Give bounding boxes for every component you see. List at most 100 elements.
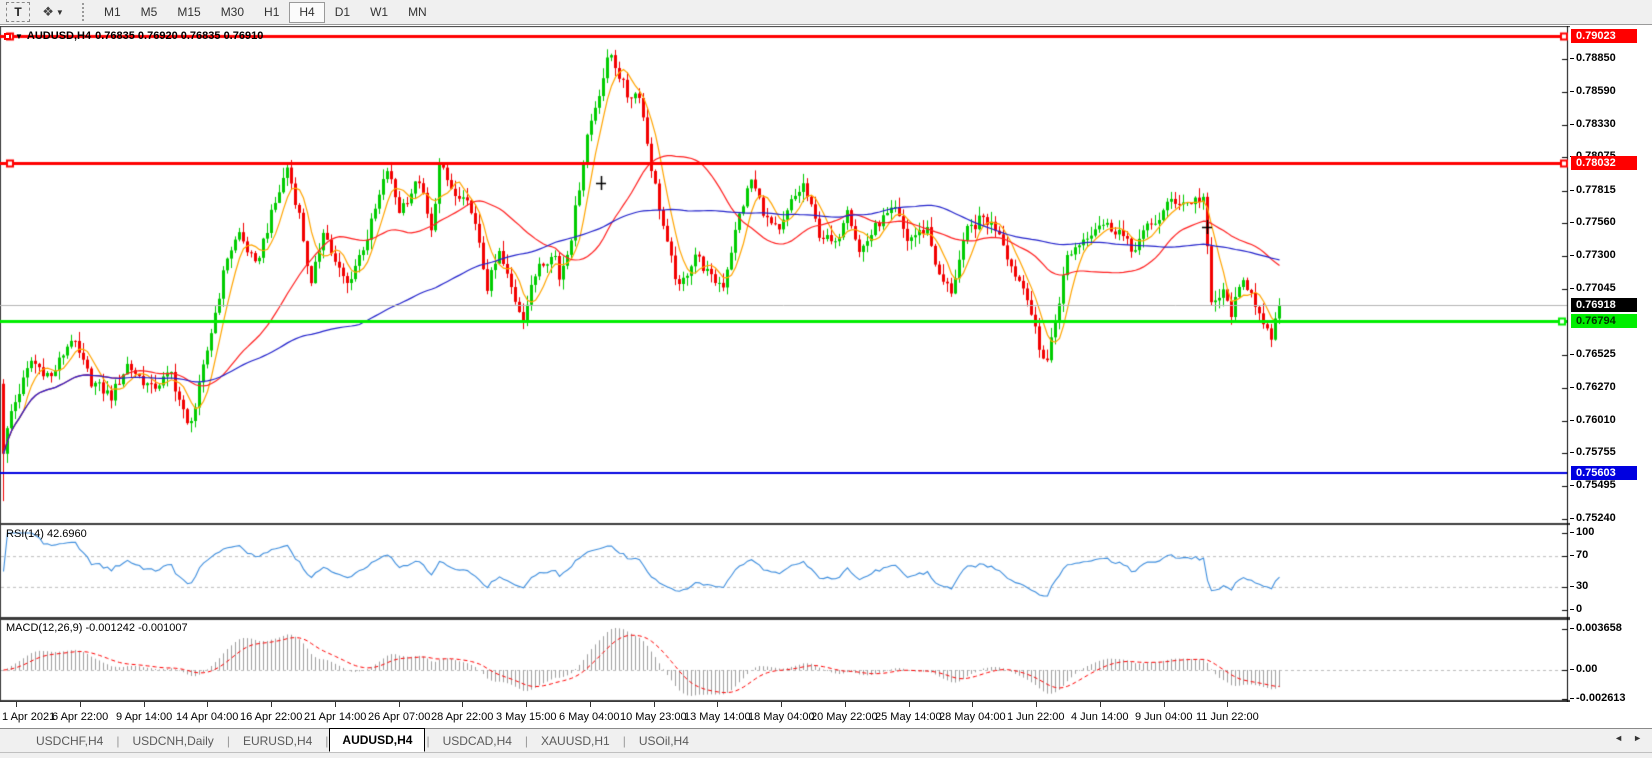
time-label: 28 May 04:00 xyxy=(939,711,1006,723)
time-tick xyxy=(781,702,782,707)
price-badge: 0.76918 xyxy=(1571,297,1637,312)
time-tick xyxy=(654,702,655,707)
tab-separator: | xyxy=(325,733,329,748)
price-tick-label: 0.78850 xyxy=(1570,51,1616,64)
arrows-tool-icon: ❖ xyxy=(42,4,54,19)
time-tick xyxy=(845,702,846,707)
time-label: 6 Apr 22:00 xyxy=(52,711,109,723)
tab-scroll-left-icon[interactable]: ◄ xyxy=(1614,733,1624,743)
rsi-label: RSI(14) 42.6960 xyxy=(6,528,87,540)
price-tick-label: 0.75755 xyxy=(1570,446,1616,459)
price-tick-label: 0.75495 xyxy=(1570,479,1616,492)
timeframe-w1[interactable]: W1 xyxy=(370,5,389,19)
time-tick xyxy=(590,702,591,707)
chart-ohlc-values: 0.76835 0.76920 0.76835 0.76910 xyxy=(95,30,264,42)
price-axis[interactable]: 0.788500.785900.783300.780750.778150.775… xyxy=(1569,26,1652,705)
bottom-strip xyxy=(0,752,1652,758)
tab-separator: | xyxy=(226,733,230,748)
time-tick xyxy=(526,702,527,707)
time-tick xyxy=(909,702,910,707)
time-tick xyxy=(972,702,973,707)
text-tool-button[interactable]: T xyxy=(6,2,30,22)
chart-symbol-label: AUDUSD,H4 xyxy=(26,30,92,42)
time-label: 21 Apr 14:00 xyxy=(304,711,367,723)
rsi-tick-label: 30 xyxy=(1569,579,1589,592)
price-badge: 0.79023 xyxy=(1571,29,1637,44)
toolbar: T ❖ ▼ M1 M5 M15 M30 H1 H4 D1 W1 MN xyxy=(0,0,1652,25)
tab-separator: | xyxy=(426,733,430,748)
macd-tick-label: 0.00 xyxy=(1569,663,1598,675)
tab-usoil-h4[interactable]: USOil,H4 xyxy=(638,733,689,748)
price-tick-label: 0.77815 xyxy=(1570,183,1616,196)
time-tick xyxy=(1164,702,1165,707)
tab-usdcnh-daily[interactable]: USDCNH,Daily xyxy=(132,733,214,748)
timeframe-d1[interactable]: D1 xyxy=(334,5,351,19)
timeframe-toolbar: M1 M5 M15 M30 H1 H4 D1 W1 MN xyxy=(94,1,437,23)
tab-eurusd-h4[interactable]: EURUSD,H4 xyxy=(242,733,313,748)
time-tick xyxy=(1036,702,1037,707)
price-tick-label: 0.77300 xyxy=(1570,249,1616,262)
rsi-tick-label: 100 xyxy=(1569,526,1595,538)
time-tick xyxy=(1227,702,1228,707)
price-tick-label: 0.75240 xyxy=(1570,511,1616,524)
chevron-down-icon[interactable]: ▼ xyxy=(55,7,64,17)
price-tick-label: 0.78330 xyxy=(1570,117,1616,130)
symbol-dropdown-icon[interactable]: ▼ xyxy=(15,31,23,41)
time-label: 28 Apr 22:00 xyxy=(431,711,494,723)
time-label: 9 Apr 14:00 xyxy=(116,711,173,723)
tab-usdcad-h4[interactable]: USDCAD,H4 xyxy=(442,733,512,748)
hline-anchor-icon[interactable] xyxy=(4,32,11,40)
macd-label: MACD(12,26,9) -0.001242 -0.001007 xyxy=(6,622,188,634)
time-tick xyxy=(80,702,81,707)
timeframe-mn[interactable]: MN xyxy=(408,5,427,19)
price-badge: 0.76794 xyxy=(1571,313,1637,328)
time-label: 4 Jun 14:00 xyxy=(1071,711,1129,723)
time-label: 18 May 04:00 xyxy=(748,711,815,723)
time-label: 1 Apr 2021 xyxy=(2,711,56,723)
time-tick xyxy=(207,702,208,707)
timeframe-m5[interactable]: M5 xyxy=(140,5,158,19)
time-axis[interactable]: 1 Apr 2021 6 Apr 22:00 9 Apr 14:00 14 Apr 0… xyxy=(0,702,1570,728)
time-label: 3 May 15:00 xyxy=(496,711,557,723)
macd-tick-label: -0.002613 xyxy=(1570,692,1626,705)
arrows-tool-button[interactable]: ❖ ▼ xyxy=(36,2,70,22)
rsi-tick-label: 70 xyxy=(1569,549,1589,562)
time-tick xyxy=(462,702,463,707)
timeframe-m30[interactable]: M30 xyxy=(220,5,245,19)
price-badge: 0.78032 xyxy=(1571,155,1637,170)
time-label: 10 May 23:00 xyxy=(620,711,687,723)
macd-tick-label: 0.003658 xyxy=(1570,621,1622,634)
timeframe-h4[interactable]: H4 xyxy=(289,1,325,23)
price-chart-canvas[interactable] xyxy=(0,26,1570,702)
tab-separator: | xyxy=(622,733,626,748)
time-label: 16 Apr 22:00 xyxy=(240,711,303,723)
time-tick xyxy=(399,702,400,707)
price-tick-label: 0.76010 xyxy=(1570,413,1616,426)
time-label: 26 Apr 07:00 xyxy=(368,711,431,723)
tab-separator: | xyxy=(524,733,529,748)
time-tick xyxy=(16,702,17,707)
timeframe-m1[interactable]: M1 xyxy=(104,5,121,19)
tab-xauusd-h1[interactable]: XAUUSD,H1 xyxy=(541,733,610,748)
tab-audusd-h4[interactable]: AUDUSD,H4 xyxy=(329,727,426,752)
tab-usdchf-h4[interactable]: USDCHF,H4 xyxy=(36,733,104,748)
time-tick xyxy=(144,702,145,707)
time-label: 14 Apr 04:00 xyxy=(176,711,239,723)
tab-separator: | xyxy=(116,733,120,748)
time-tick xyxy=(335,702,336,707)
time-label: 9 Jun 04:00 xyxy=(1135,711,1193,723)
price-badge: 0.75603 xyxy=(1571,465,1637,480)
chart-tab-bar: USDCHF,H4 | USDCNH,Daily | EURUSD,H4 | AUDUSD,… xyxy=(0,727,1652,752)
time-label: 13 May 14:00 xyxy=(684,711,751,723)
toolbar-grip[interactable] xyxy=(82,3,86,21)
timeframe-h1[interactable]: H1 xyxy=(264,5,280,19)
time-label: 11 Jun 22:00 xyxy=(1196,711,1259,723)
price-tick-label: 0.78590 xyxy=(1570,84,1616,97)
time-label: 1 Jun 22:00 xyxy=(1007,711,1065,723)
tab-scroll-right-icon[interactable]: ► xyxy=(1633,733,1642,743)
price-tick-label: 0.77560 xyxy=(1570,216,1616,229)
timeframe-m15[interactable]: M15 xyxy=(177,5,201,19)
rsi-tick-label: 0 xyxy=(1569,603,1583,615)
time-tick xyxy=(1100,702,1101,707)
